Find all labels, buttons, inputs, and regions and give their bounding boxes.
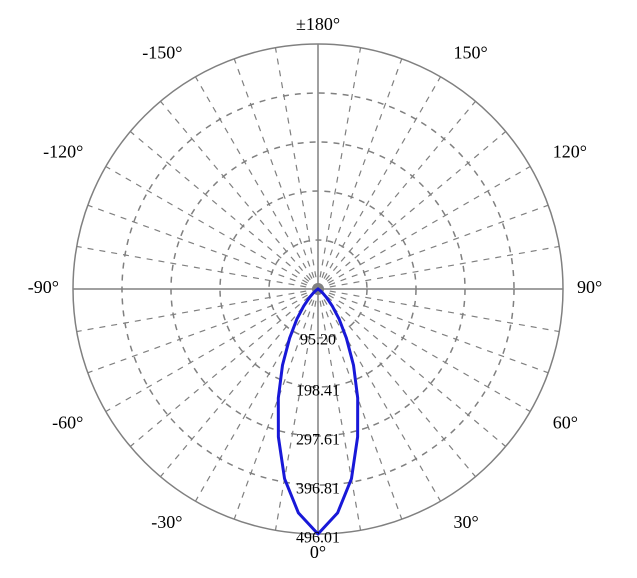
angle-label: 30° — [454, 512, 479, 532]
angle-label: -120° — [43, 142, 83, 162]
angle-label: 60° — [553, 413, 578, 433]
angle-label: -150° — [142, 42, 182, 62]
angle-label: -90° — [28, 277, 59, 297]
angle-label: -30° — [151, 512, 182, 532]
angle-label: 0° — [310, 542, 326, 562]
polar-chart: 95.20198.41297.61396.81496.01 ±180°150°-… — [0, 0, 637, 578]
angle-label: 90° — [577, 277, 602, 297]
radial-tick-label: 297.61 — [296, 432, 340, 449]
radial-tick-label: 95.20 — [300, 332, 336, 349]
angle-label: -60° — [52, 413, 83, 433]
angle-label: ±180° — [296, 14, 340, 34]
radial-tick-label: 396.81 — [296, 481, 340, 498]
angle-label: 150° — [454, 42, 488, 62]
radial-tick-label: 198.41 — [296, 383, 340, 400]
angle-label: 120° — [553, 142, 587, 162]
